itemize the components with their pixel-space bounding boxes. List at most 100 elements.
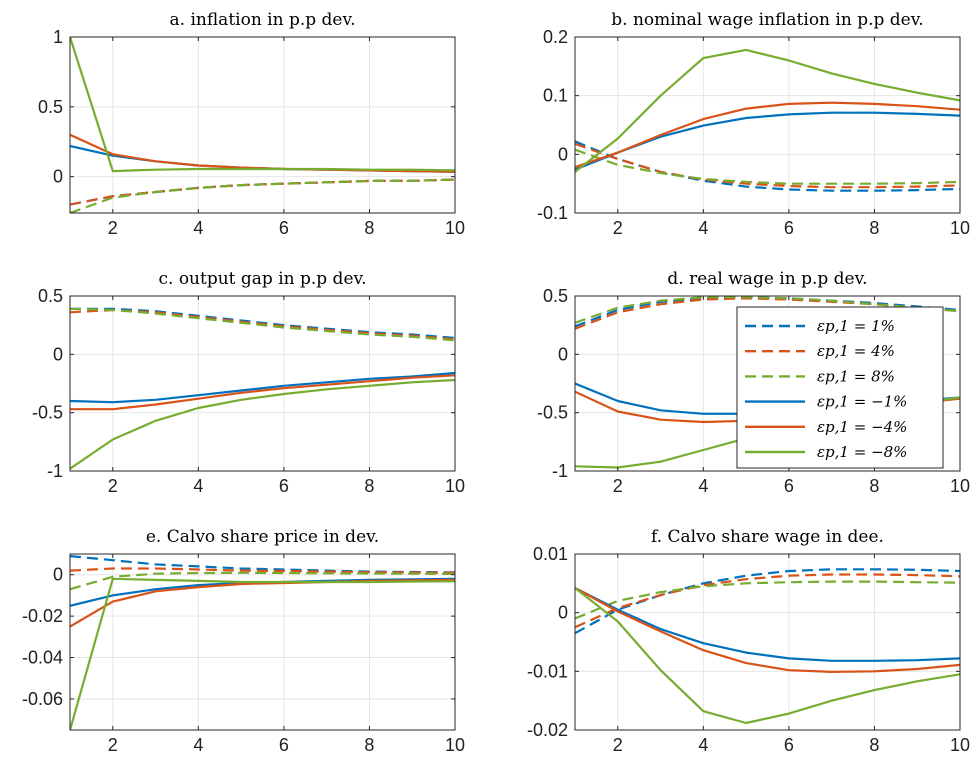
y-tick-label: 0.5 (38, 286, 63, 306)
chart-a: 2 4 6 8 10 0 0.5 1 a. inflation in p.p dev. (38, 10, 465, 238)
x-tick-label: 4 (193, 218, 203, 238)
axes-box (69, 295, 456, 472)
x-tick-label: 6 (279, 218, 289, 238)
x-tick-label: 10 (445, 476, 465, 496)
y-tick-label: 0.1 (543, 86, 568, 106)
x-tick-label: 4 (193, 476, 203, 496)
legend-label: εp,1 = 8% (817, 367, 895, 385)
x-tick-label: 4 (698, 476, 708, 496)
y-tick-label: 1 (53, 27, 63, 47)
y-tick-label: 0.2 (543, 27, 568, 47)
y-tick-label: 0 (558, 603, 568, 623)
legend-label: εp,1 = 1% (817, 317, 895, 335)
x-tick-label: 6 (279, 735, 289, 755)
dashed-red-line (575, 573, 960, 629)
legend-label: εp,1 = 4% (817, 342, 895, 360)
axes-box (69, 36, 456, 214)
y-tick-label: -0.5 (537, 403, 568, 423)
dashed-green-line (575, 580, 960, 620)
dashed-blue-line (70, 307, 455, 340)
x-tick-label: 8 (364, 735, 374, 755)
x-tick-label: 8 (869, 735, 879, 755)
dashed-green-line (575, 148, 960, 185)
y-tick-label: -0.1 (537, 203, 568, 223)
y-tick-label: -1 (552, 461, 568, 481)
axes-box (69, 553, 456, 731)
chart-e: 2 4 6 8 10 -0.06 -0.04 -0.02 0 e. Calvo share pri… (22, 527, 465, 755)
solid-blue-line (575, 587, 960, 662)
chart-title: d. real wage in p.p dev. (667, 269, 867, 289)
legend-label: εp,1 = −4% (817, 418, 907, 436)
y-tick-label: -0.02 (22, 606, 63, 626)
y-tick-label: 0 (558, 344, 568, 364)
plot-background (70, 37, 455, 213)
series-group (575, 48, 960, 192)
x-tick-label: 2 (108, 476, 118, 496)
plot-background (575, 554, 960, 730)
legend-box (736, 306, 944, 469)
dashed-blue-line (70, 555, 455, 574)
dashed-red-line (70, 567, 455, 574)
chart-title: f. Calvo share wage in dee. (651, 527, 884, 547)
x-tick-label: 8 (869, 218, 879, 238)
x-tick-label: 10 (445, 735, 465, 755)
legend: εp,1 = 1% εp,1 = 4% εp,1 = 8% εp,1 = −1% εp,… (736, 306, 944, 469)
solid-green-line (575, 48, 960, 173)
axes-box (574, 553, 961, 731)
series-group (575, 568, 960, 725)
chart-title: a. inflation in p.p dev. (170, 10, 356, 30)
x-tick-label: 2 (613, 735, 623, 755)
dashed-green-line (70, 571, 455, 591)
solid-green-line (575, 587, 960, 725)
solid-blue-line (70, 371, 455, 404)
dashed-green-line (70, 307, 455, 342)
x-tick-label: 2 (108, 218, 118, 238)
x-tick-label: 4 (698, 735, 708, 755)
chart-c: 2 4 6 8 10 -1 -0.5 0 0.5 c. output gap in p.p dev… (32, 269, 465, 496)
y-tick-label: -0.01 (527, 661, 568, 681)
y-tick-label: 0.5 (38, 97, 63, 117)
y-tick-label: 0 (53, 565, 63, 585)
chart-b: 2 4 6 8 10 -0.1 0 0.1 0.2 b. nominal wage inflati… (537, 10, 970, 238)
solid-red-line (70, 578, 455, 628)
dashed-blue-line (575, 140, 960, 192)
x-tick-label: 10 (950, 218, 970, 238)
y-tick-label: 0.01 (533, 544, 568, 564)
dashed-green-line (575, 296, 960, 324)
chart-title: b. nominal wage inflation in p.p dev. (611, 10, 923, 30)
solid-red-line (575, 101, 960, 169)
y-tick-label: -0.06 (22, 689, 63, 709)
legend-label: εp,1 = −8% (817, 443, 907, 461)
x-tick-label: 4 (193, 735, 203, 755)
dashed-red-line (575, 142, 960, 189)
solid-green-line (70, 577, 455, 730)
chart-title: e. Calvo share price in dev. (146, 527, 379, 547)
dashed-green-line (70, 178, 455, 213)
solid-green-line (70, 378, 455, 470)
x-tick-label: 6 (784, 218, 794, 238)
x-tick-label: 6 (279, 476, 289, 496)
legend-label: εp,1 = −1% (817, 393, 907, 411)
series-group (70, 37, 455, 213)
x-tick-label: 2 (613, 218, 623, 238)
solid-red-line (70, 374, 455, 411)
y-tick-label: -0.02 (527, 720, 568, 740)
solid-red-line (575, 587, 960, 674)
x-tick-label: 2 (613, 476, 623, 496)
x-tick-label: 8 (364, 218, 374, 238)
y-tick-label: -0.04 (22, 648, 63, 668)
x-tick-label: 8 (869, 476, 879, 496)
y-tick-label: 0 (53, 167, 63, 187)
y-tick-label: 0 (558, 144, 568, 164)
series-group (70, 307, 455, 470)
x-tick-label: 4 (698, 218, 708, 238)
series-group (70, 555, 455, 730)
solid-green-line (70, 37, 455, 173)
y-tick-label: 0.5 (543, 286, 568, 306)
axes-box (574, 36, 961, 214)
chart-f: 2 4 6 8 10 -0.02 -0.01 0 0.01 f. Calvo share wage… (527, 527, 970, 755)
y-tick-label: 0 (53, 344, 63, 364)
chart-title: c. output gap in p.p dev. (158, 269, 366, 289)
x-tick-label: 10 (950, 735, 970, 755)
